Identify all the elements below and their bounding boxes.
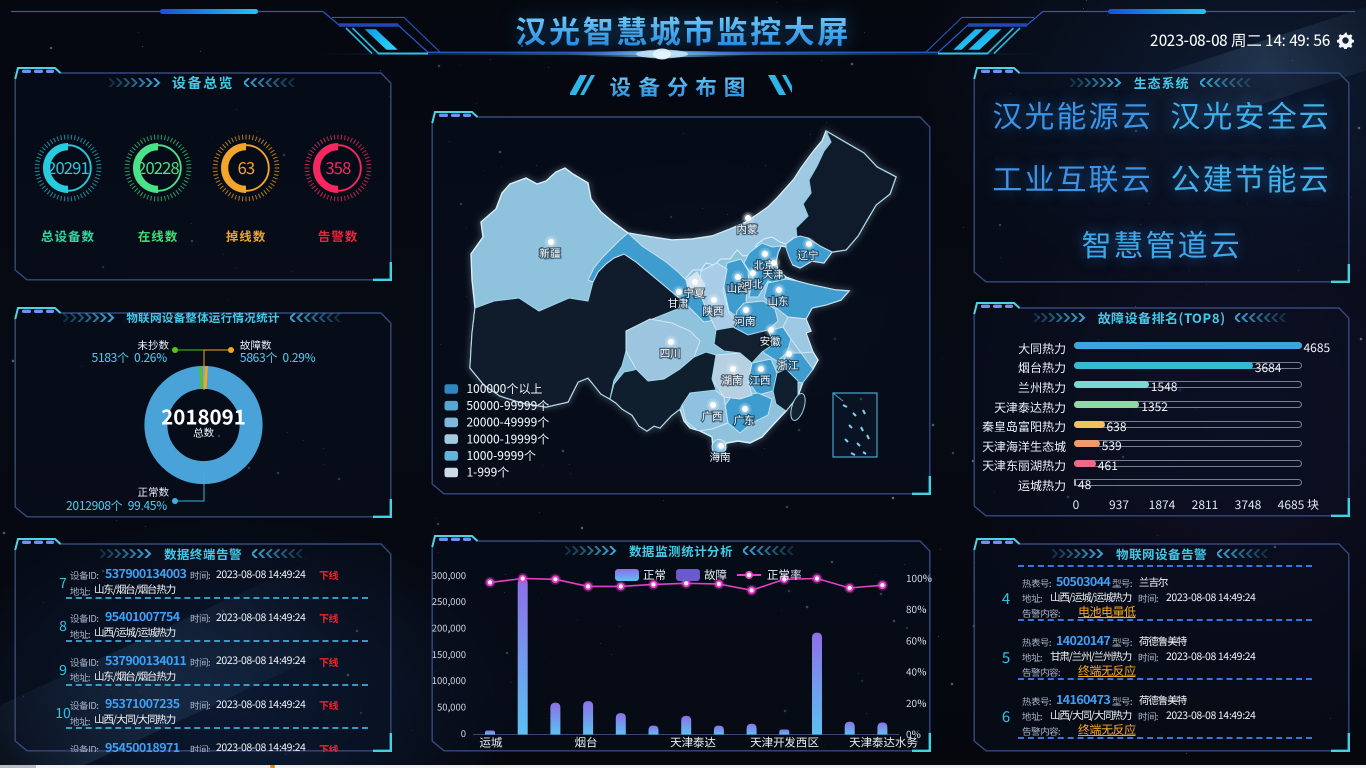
svg-text:山西: 山西 [727, 281, 748, 296]
svg-text:陕西: 陕西 [703, 304, 724, 319]
svg-text:宁夏: 宁夏 [684, 286, 705, 301]
svg-text:河北: 河北 [742, 277, 763, 292]
svg-text:100000个以上: 100000个以上 [467, 380, 543, 397]
svg-text:20%: 20% [906, 695, 926, 710]
svg-text:150,000: 150,000 [432, 647, 466, 661]
svg-text:湖南: 湖南 [722, 373, 743, 388]
svg-text:辽宁: 辽宁 [798, 248, 819, 263]
svg-text:300,000: 300,000 [432, 568, 466, 582]
svg-text:总数: 总数 [193, 426, 214, 441]
svg-text:50000-99999个: 50000-99999个 [467, 397, 550, 414]
svg-text:天津开发西区: 天津开发西区 [750, 735, 819, 751]
svg-text:故障数: 故障数 [240, 338, 272, 353]
svg-text:未抄数: 未抄数 [138, 338, 170, 353]
svg-text:安徽: 安徽 [760, 334, 781, 349]
svg-text:5183个 0.26%: 5183个 0.26% [92, 349, 168, 366]
svg-text:2012908个 99.45%: 2012908个 99.45% [66, 497, 167, 514]
svg-text:60%: 60% [906, 632, 926, 647]
svg-text:浙江: 浙江 [778, 358, 799, 373]
svg-text:河南: 河南 [735, 314, 756, 329]
svg-text:天津: 天津 [763, 267, 784, 282]
svg-text:20291: 20291 [47, 155, 89, 179]
svg-text:200,000: 200,000 [432, 621, 466, 635]
svg-text:烟台: 烟台 [575, 735, 598, 751]
svg-text:北京: 北京 [754, 258, 775, 273]
svg-text:80%: 80% [906, 601, 926, 616]
svg-text:250,000: 250,000 [432, 594, 466, 608]
svg-text:甘肃: 甘肃 [668, 296, 689, 311]
svg-text:正常数: 正常数 [138, 485, 170, 500]
svg-text:1000-9999个: 1000-9999个 [467, 447, 536, 464]
svg-text:内蒙: 内蒙 [737, 222, 758, 237]
svg-text:20228: 20228 [137, 155, 179, 179]
svg-text:1-999个: 1-999个 [467, 464, 510, 481]
svg-text:天津泰达: 天津泰达 [670, 735, 716, 751]
svg-text:广西: 广西 [702, 409, 723, 424]
svg-text:2018091: 2018091 [161, 401, 246, 431]
svg-text:海南: 海南 [710, 450, 731, 465]
svg-text:江西: 江西 [750, 373, 771, 388]
svg-text:63: 63 [238, 155, 255, 179]
svg-text:正常: 正常 [643, 567, 666, 583]
svg-text:50,000: 50,000 [437, 700, 466, 714]
svg-text:0: 0 [461, 726, 466, 740]
svg-text:10000-19999个: 10000-19999个 [467, 430, 550, 447]
svg-text:天津泰达水务: 天津泰达水务 [849, 735, 918, 751]
svg-text:山东: 山东 [768, 294, 789, 309]
svg-text:四川: 四川 [660, 346, 681, 361]
svg-text:100,000: 100,000 [432, 673, 466, 687]
svg-text:20000-49999个: 20000-49999个 [467, 414, 550, 431]
svg-text:40%: 40% [906, 664, 926, 679]
svg-text:广东: 广东 [734, 413, 755, 428]
svg-text:5863个 0.29%: 5863个 0.29% [240, 349, 316, 366]
svg-text:新疆: 新疆 [540, 246, 561, 261]
svg-text:正常率: 正常率 [767, 567, 802, 583]
svg-text:故障: 故障 [704, 567, 727, 583]
svg-text:运城: 运城 [480, 735, 503, 751]
svg-text:100%: 100% [906, 570, 932, 585]
svg-text:358: 358 [325, 155, 351, 179]
svg-text:0%: 0% [906, 726, 921, 741]
